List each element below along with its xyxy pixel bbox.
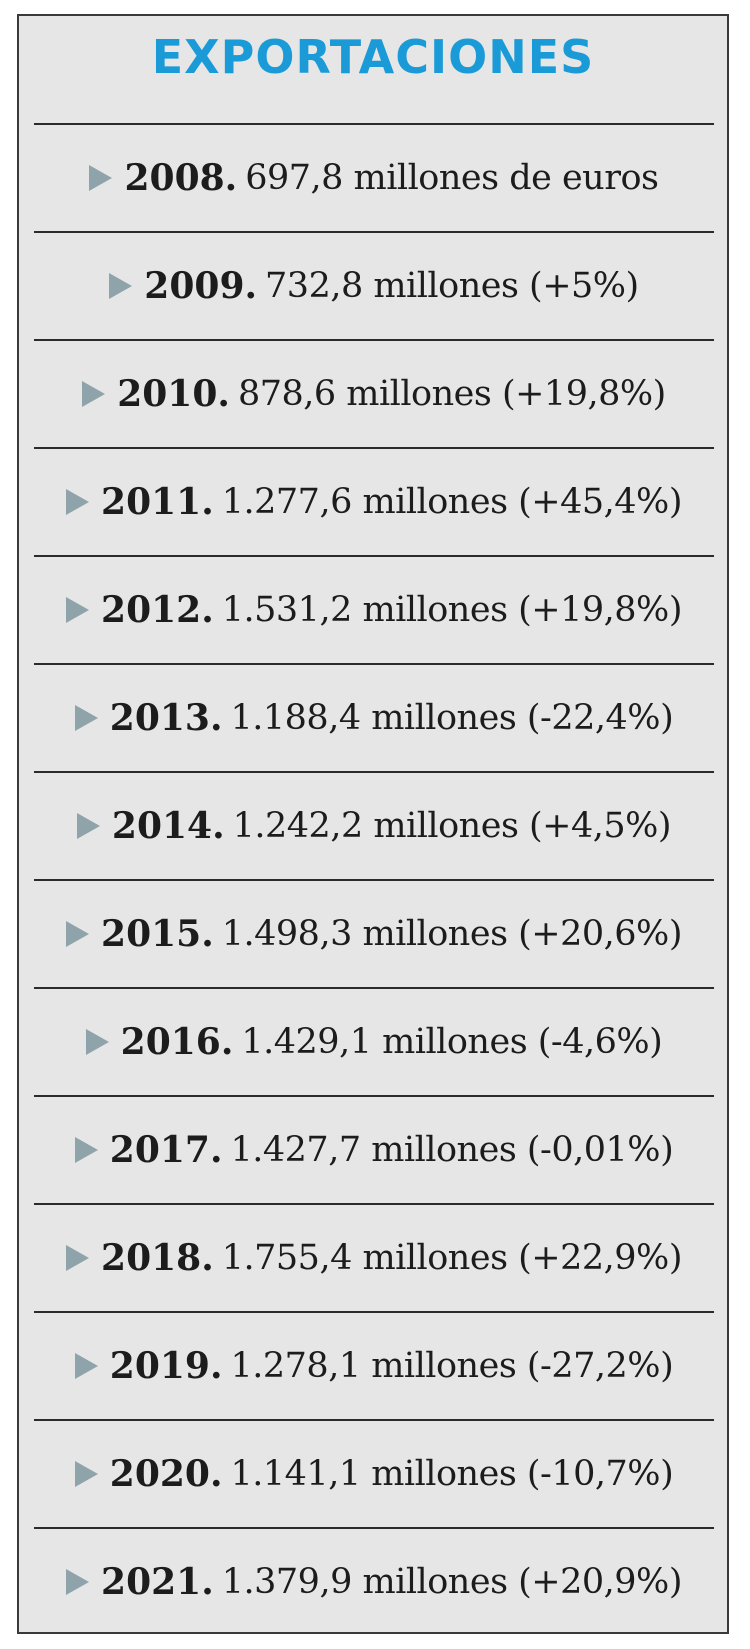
triangle-right-icon bbox=[66, 1245, 90, 1271]
list-item: 2012. 1.531,2 millones (+19,8%) bbox=[34, 555, 714, 663]
row-value: 1.277,6 millones (+45,4%) bbox=[221, 482, 683, 522]
triangle-right-icon bbox=[82, 381, 106, 407]
row-value: 1.242,2 millones (+4,5%) bbox=[232, 806, 672, 846]
row-value: 1.498,3 millones (+20,6%) bbox=[221, 914, 683, 954]
triangle-right-icon bbox=[66, 1569, 90, 1595]
triangle-right-icon bbox=[74, 705, 98, 731]
list-item: 2013. 1.188,4 millones (-22,4%) bbox=[34, 663, 714, 771]
triangle-right-icon bbox=[76, 813, 100, 839]
row-year: 2010. bbox=[117, 373, 230, 415]
list-item: 2011. 1.277,6 millones (+45,4%) bbox=[34, 447, 714, 555]
list-item: 2020. 1.141,1 millones (-10,7%) bbox=[34, 1419, 714, 1527]
triangle-right-icon bbox=[66, 489, 90, 515]
row-year: 2014. bbox=[111, 805, 225, 847]
row-year: 2019. bbox=[109, 1345, 223, 1387]
row-value: 1.188,4 millones (-22,4%) bbox=[230, 698, 674, 738]
row-value: 1.141,1 millones (-10,7%) bbox=[230, 1454, 674, 1494]
row-year: 2012. bbox=[101, 589, 214, 631]
row-year: 2021. bbox=[101, 1561, 214, 1603]
triangle-right-icon bbox=[74, 1137, 98, 1163]
panel-title: EXPORTACIONES bbox=[151, 30, 595, 84]
row-value: 1.379,9 millones (+20,9%) bbox=[221, 1562, 683, 1602]
triangle-right-icon bbox=[74, 1461, 98, 1487]
triangle-right-icon bbox=[89, 165, 113, 191]
row-year: 2009. bbox=[144, 265, 258, 307]
list-item: 2008. 697,8 millones de euros bbox=[34, 123, 714, 231]
triangle-right-icon bbox=[85, 1029, 109, 1055]
row-value: 1.755,4 millones (+22,9%) bbox=[221, 1238, 683, 1278]
exports-list: 2008. 697,8 millones de euros 2009. 732,8 m… bbox=[34, 123, 714, 1635]
list-item: 2018. 1.755,4 millones (+22,9%) bbox=[34, 1203, 714, 1311]
triangle-right-icon bbox=[109, 273, 133, 299]
exports-panel: EXPORTACIONES 2008. 697,8 millones de eur… bbox=[17, 14, 729, 1634]
list-item: 2009. 732,8 millones (+5%) bbox=[34, 231, 714, 339]
row-year: 2011. bbox=[101, 481, 214, 523]
list-item: 2015. 1.498,3 millones (+20,6%) bbox=[34, 879, 714, 987]
list-item: 2021. 1.379,9 millones (+20,9%) bbox=[34, 1527, 714, 1635]
row-year: 2013. bbox=[109, 697, 223, 739]
row-year: 2008. bbox=[124, 157, 238, 199]
row-value: 697,8 millones de euros bbox=[245, 158, 659, 198]
list-item: 2010. 878,6 millones (+19,8%) bbox=[34, 339, 714, 447]
list-item: 2017. 1.427,7 millones (-0,01%) bbox=[34, 1095, 714, 1203]
triangle-right-icon bbox=[66, 597, 90, 623]
row-value: 878,6 millones (+19,8%) bbox=[237, 374, 666, 414]
triangle-right-icon bbox=[74, 1353, 98, 1379]
row-value: 1.278,1 millones (-27,2%) bbox=[230, 1346, 674, 1386]
row-value: 1.429,1 millones (-4,6%) bbox=[241, 1022, 663, 1062]
row-year: 2016. bbox=[120, 1021, 234, 1063]
row-year: 2017. bbox=[109, 1129, 223, 1171]
row-year: 2015. bbox=[101, 913, 214, 955]
list-item: 2014. 1.242,2 millones (+4,5%) bbox=[34, 771, 714, 879]
list-item: 2016. 1.429,1 millones (-4,6%) bbox=[34, 987, 714, 1095]
row-value: 732,8 millones (+5%) bbox=[265, 266, 639, 306]
row-year: 2018. bbox=[101, 1237, 214, 1279]
row-value: 1.427,7 millones (-0,01%) bbox=[230, 1130, 674, 1170]
triangle-right-icon bbox=[66, 921, 90, 947]
row-year: 2020. bbox=[109, 1453, 223, 1495]
list-item: 2019. 1.278,1 millones (-27,2%) bbox=[34, 1311, 714, 1419]
row-value: 1.531,2 millones (+19,8%) bbox=[221, 590, 683, 630]
